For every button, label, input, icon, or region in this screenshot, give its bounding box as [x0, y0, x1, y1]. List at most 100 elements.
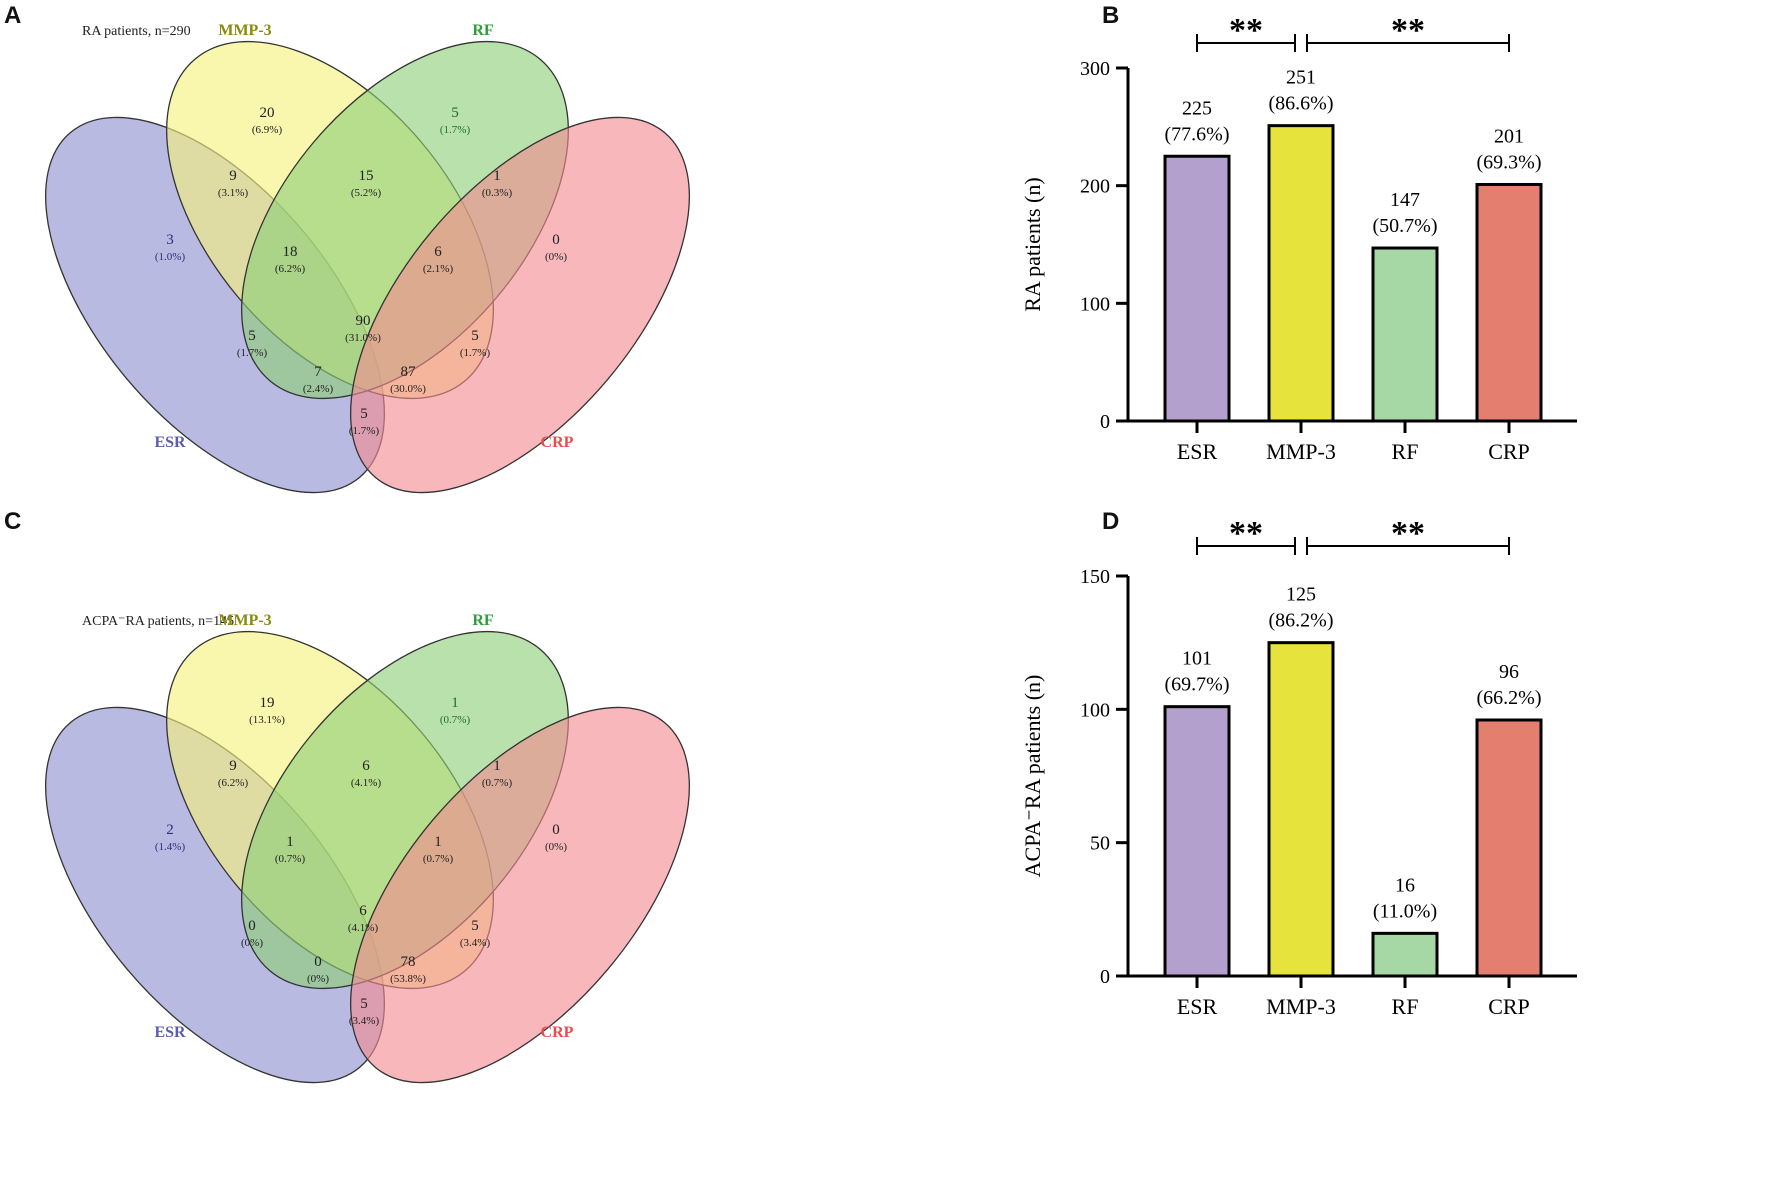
x-tick-label-rf: RF [1392, 994, 1419, 1019]
x-tick-label-crp: CRP [1488, 994, 1530, 1019]
venn-region-count-all-four: 6 [359, 903, 367, 919]
venn-region-count-mmp3-only: 20 [260, 105, 275, 121]
venn-region-pct-esr-only: (1.4%) [155, 841, 186, 853]
venn-panel-a: RA patients, n=290 ESR MMP-3 RF CRP 20 (6.9%) 5… [0, 0, 720, 494]
y-tick-label: 100 [1080, 699, 1110, 721]
venn-panel-c: ACPA⁻RA patients, n=145 ESR MMP-3 RF CRP 19 (1… [0, 590, 720, 1084]
venn-region-pct-esr-mmp3: (3.1%) [218, 187, 249, 199]
bar-value-label-esr: 101 [1182, 648, 1212, 670]
venn-region-count-esr-rf: 0 [248, 918, 256, 934]
venn-region-pct-esr-mmp3-rf: (6.2%) [275, 263, 306, 275]
venn-ellipse-crp [350, 116, 690, 494]
venn-region-pct-esr-only: (1.0%) [155, 251, 186, 263]
venn-region-pct-esr-rf: (0%) [241, 937, 263, 949]
venn-region-pct-all-four: (31.0%) [345, 332, 381, 344]
y-tick-label: 0 [1100, 966, 1110, 988]
venn-region-count-esr-only: 2 [166, 822, 174, 838]
venn-region-pct-mmp3-only: (6.9%) [252, 124, 283, 136]
bar-value-label-crp: 201 [1494, 125, 1524, 147]
bar-chart-b: 0 100 200 300 RA patients (n) ESR 225 (77.6%) MM… [1020, 12, 1577, 464]
bar-pct-label-esr: (77.6%) [1165, 123, 1230, 145]
venn-region-pct-mmp3-rf: (5.2%) [351, 187, 382, 199]
venn-region-pct-esr-mmp3: (6.2%) [218, 777, 249, 789]
bar-pct-label-crp: (69.3%) [1477, 151, 1542, 173]
venn-set-label-esr: ESR [154, 434, 186, 451]
venn-region-pct-esr-rf: (1.7%) [237, 347, 268, 359]
venn-region-pct-esr-mmp3-crp: (53.8%) [390, 973, 426, 985]
bar-pct-label-crp: (66.2%) [1477, 687, 1542, 709]
bar-pct-label-mmp3: (86.2%) [1269, 610, 1334, 632]
significance-label: ** [1229, 12, 1263, 49]
venn-region-pct-mmp3-crp: (1.7%) [460, 347, 491, 359]
y-tick-label: 50 [1090, 833, 1110, 855]
venn-region-pct-mmp3-rf: (4.1%) [351, 777, 382, 789]
bar-panel-d: 0 50 100 150 ACPA⁻RA patients (n) ESR 101 (69.7… [1000, 506, 1778, 1019]
significance-label: ** [1391, 12, 1425, 49]
venn-region-count-all-four: 90 [356, 313, 371, 329]
venn-region-pct-mmp3-crp: (3.4%) [460, 937, 491, 949]
venn-set-label-mmp3: MMP-3 [218, 612, 271, 629]
venn-region-count-esr-mmp3-crp: 87 [401, 364, 417, 380]
venn-region-count-mmp3-rf-crp: 1 [434, 834, 442, 850]
bar-crp [1475, 182, 1543, 423]
venn-region-count-esr-rf: 5 [248, 328, 256, 344]
venn-region-count-rf-crp: 1 [493, 168, 501, 184]
venn-region-count-esr-mmp3-rf: 18 [283, 244, 298, 260]
venn-region-count-esr-mmp3: 9 [229, 758, 237, 774]
bar-value-label-mmp3: 125 [1286, 584, 1316, 606]
bar-pct-label-mmp3: (86.6%) [1269, 93, 1334, 115]
bar-value-label-crp: 96 [1499, 661, 1519, 683]
y-axis-label: ACPA⁻RA patients (n) [1020, 675, 1045, 878]
bar-panel-b: 0 100 200 300 RA patients (n) ESR 225 (77.6%) MM… [1000, 0, 1778, 480]
venn-region-count-crp-only: 0 [552, 822, 560, 838]
venn-region-count-esr-mmp3-rf: 1 [286, 834, 294, 850]
bar-value-label-mmp3: 251 [1286, 67, 1316, 89]
bar-rf [1371, 931, 1439, 978]
y-tick-label: 300 [1080, 58, 1110, 80]
bar-mmp3 [1267, 641, 1335, 978]
venn-region-count-mmp3-rf: 15 [359, 168, 374, 184]
bar-crp [1475, 718, 1543, 978]
venn-region-pct-mmp3-rf-crp: (2.1%) [423, 263, 454, 275]
venn-region-pct-esr-rf-crp: (0%) [307, 973, 329, 985]
x-tick-label-mmp3: MMP-3 [1266, 439, 1336, 464]
bar-rf [1371, 246, 1439, 423]
bar-pct-label-esr: (69.7%) [1165, 674, 1230, 696]
venn-region-pct-esr-rf-crp: (2.4%) [303, 383, 334, 395]
venn-region-pct-esr-mmp3-rf: (0.7%) [275, 853, 306, 865]
panel-label-c: C [4, 508, 22, 535]
venn-ellipse-crp [350, 706, 690, 1084]
venn-region-count-esr-only: 3 [166, 232, 174, 248]
venn-set-label-rf: RF [472, 612, 494, 629]
venn-region-pct-esr-mmp3-crp: (30.0%) [390, 383, 426, 395]
venn-region-pct-crp-only: (0%) [545, 251, 567, 263]
venn-region-pct-rf-only: (1.7%) [440, 124, 471, 136]
venn-region-count-rf-crp: 1 [493, 758, 501, 774]
venn-region-count-esr-crp: 5 [360, 996, 368, 1012]
venn-region-count-mmp3-crp: 5 [471, 328, 479, 344]
venn-region-count-esr-rf-crp: 0 [314, 954, 322, 970]
y-tick-label: 150 [1080, 566, 1110, 588]
significance-label: ** [1391, 515, 1425, 552]
venn-region-count-mmp3-only: 19 [260, 695, 275, 711]
venn-region-pct-crp-only: (0%) [545, 841, 567, 853]
venn-region-pct-esr-crp: (3.4%) [349, 1015, 380, 1027]
panel-label-d: D [1102, 508, 1120, 535]
significance-label: ** [1229, 515, 1263, 552]
x-tick-label-esr: ESR [1177, 994, 1218, 1019]
venn-set-label-crp: CRP [541, 434, 574, 451]
bar-mmp3 [1267, 124, 1335, 423]
venn-region-pct-esr-crp: (1.7%) [349, 425, 380, 437]
bar-value-label-esr: 225 [1182, 97, 1212, 119]
venn-region-count-crp-only: 0 [552, 232, 560, 248]
venn-region-count-mmp3-rf: 6 [362, 758, 370, 774]
venn-set-label-rf: RF [472, 22, 494, 39]
bar-pct-label-rf: (11.0%) [1373, 900, 1437, 922]
venn-set-label-mmp3: MMP-3 [218, 22, 271, 39]
venn-region-count-rf-only: 5 [451, 105, 459, 121]
bar-value-label-rf: 16 [1395, 874, 1415, 896]
panel-label-b: B [1102, 2, 1120, 29]
venn-region-count-rf-only: 1 [451, 695, 459, 711]
y-tick-label: 200 [1080, 176, 1110, 198]
